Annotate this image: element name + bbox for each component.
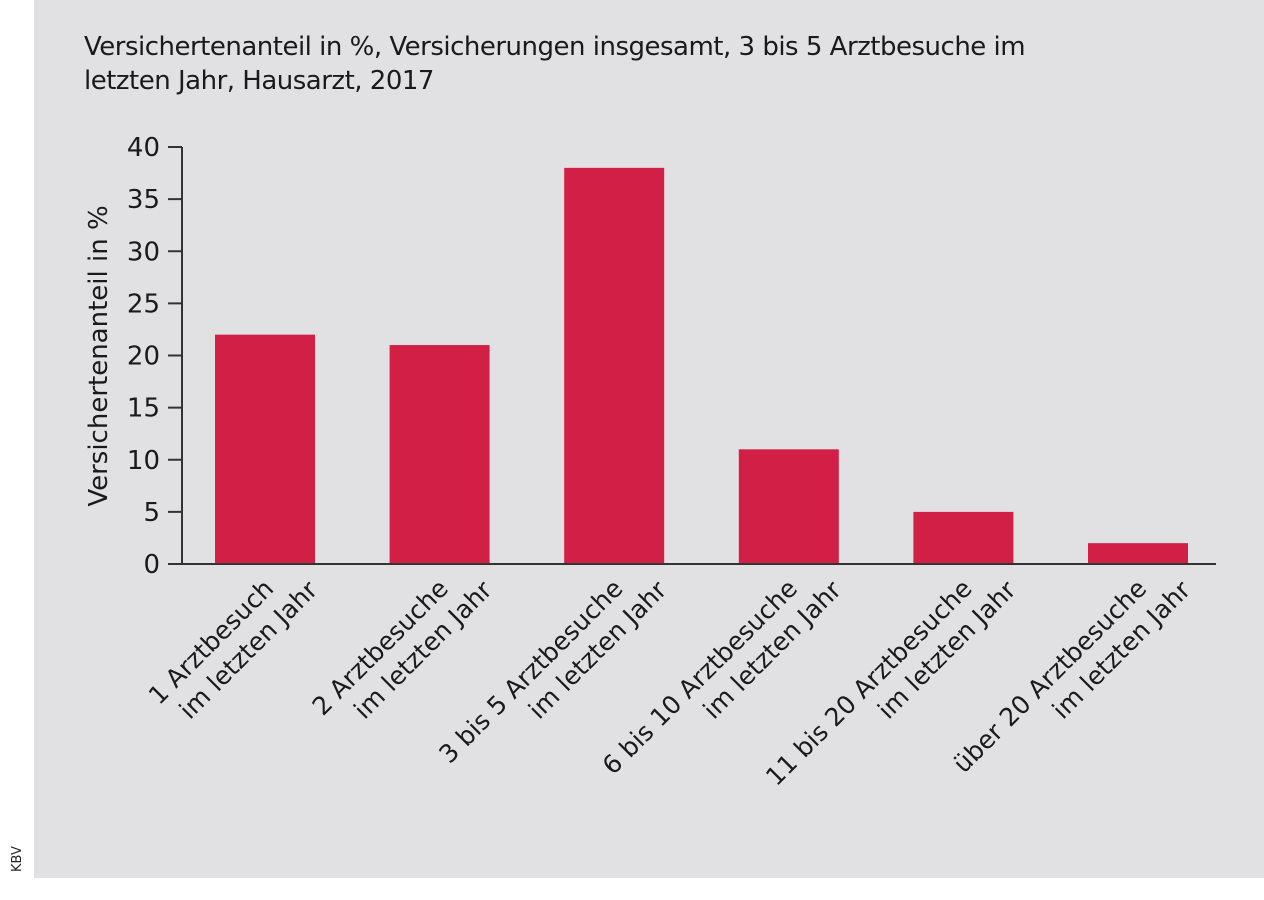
y-tick-label: 30 [127, 237, 160, 267]
y-axis-title: Versichertenanteil in % [84, 205, 114, 506]
bar [1088, 543, 1188, 564]
x-category-label-line: 11 bis 20 Arztbesuche [760, 574, 978, 792]
bar [564, 167, 665, 564]
chart-title-line-1: Versichertenanteil in %, Versicherungen … [84, 32, 1026, 62]
y-tick-label: 10 [127, 446, 160, 476]
bar [215, 334, 315, 564]
source-credit: KBV [10, 846, 25, 872]
y-tick-label: 25 [127, 289, 160, 319]
y-tick-label: 35 [127, 185, 160, 215]
bar [738, 449, 839, 564]
bar [913, 511, 1014, 564]
y-tick-label: 15 [127, 394, 160, 424]
y-tick-label: 0 [143, 550, 160, 580]
y-tick-label: 40 [127, 133, 160, 163]
bar [389, 345, 490, 564]
y-tick-label: 5 [143, 498, 160, 528]
chart-title-line-2: letzten Jahr, Hausarzt, 2017 [84, 66, 434, 96]
chart-title: Versichertenanteil in %, Versicherungen … [84, 30, 1144, 98]
y-tick-label: 20 [127, 342, 160, 372]
